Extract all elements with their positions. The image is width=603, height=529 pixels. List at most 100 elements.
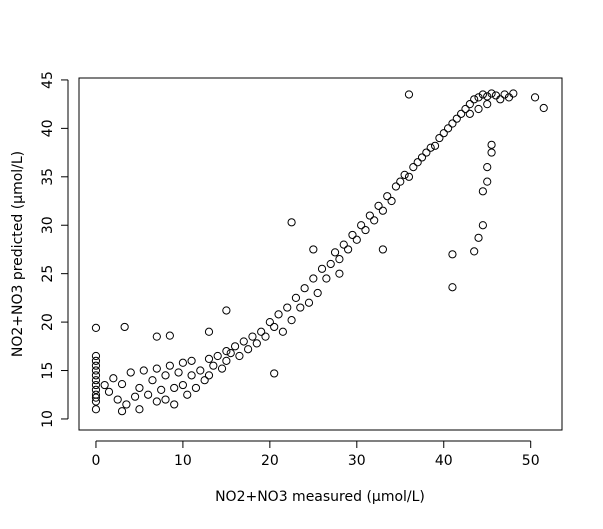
point	[222, 347, 231, 356]
point	[178, 380, 188, 390]
point	[439, 129, 448, 138]
point	[500, 90, 509, 99]
point	[365, 211, 374, 220]
point	[91, 405, 101, 414]
point	[361, 225, 370, 235]
point	[252, 339, 261, 348]
point	[91, 376, 101, 385]
point	[135, 405, 144, 414]
point	[204, 354, 214, 364]
point	[178, 358, 188, 367]
point	[378, 206, 387, 215]
point	[487, 89, 496, 98]
point	[539, 103, 548, 113]
point	[435, 133, 444, 143]
y-tick-label: 30	[40, 216, 56, 234]
point	[470, 95, 479, 104]
point	[283, 303, 292, 312]
point	[152, 397, 161, 406]
point	[304, 298, 314, 307]
point	[174, 368, 183, 377]
point	[244, 345, 253, 354]
point	[300, 284, 309, 293]
point	[170, 383, 179, 393]
point	[152, 364, 161, 373]
point	[417, 153, 427, 162]
point	[109, 374, 118, 383]
y-tick-label: 40	[40, 119, 56, 137]
point	[391, 182, 401, 191]
point	[357, 221, 366, 230]
y-tick-label: 35	[40, 168, 56, 186]
point	[217, 364, 227, 373]
point	[483, 177, 492, 186]
point	[496, 95, 505, 104]
point	[209, 361, 218, 370]
point	[91, 380, 101, 390]
point	[474, 233, 483, 242]
point	[404, 172, 414, 181]
point	[91, 390, 101, 399]
point	[248, 332, 257, 341]
point	[474, 104, 483, 114]
point	[409, 163, 418, 172]
point	[235, 351, 244, 361]
point	[165, 361, 174, 370]
point	[191, 383, 201, 393]
point	[330, 248, 340, 257]
point	[396, 177, 405, 186]
point	[91, 356, 101, 365]
point	[91, 323, 101, 333]
point	[104, 387, 114, 396]
point	[457, 109, 466, 118]
point	[257, 327, 266, 336]
point	[348, 230, 357, 240]
point	[239, 337, 248, 346]
point	[448, 283, 457, 292]
point	[230, 342, 240, 351]
point	[339, 240, 348, 249]
point	[461, 104, 470, 114]
point	[344, 245, 353, 254]
x-axis-label: NO2+NO3 measured (µmol/L)	[215, 489, 425, 505]
point	[135, 383, 144, 393]
point	[91, 366, 101, 375]
y-tick-label: 45	[40, 71, 56, 89]
y-tick-label: 10	[40, 410, 56, 428]
point	[313, 288, 322, 298]
point	[287, 316, 296, 325]
point	[222, 306, 231, 315]
point	[509, 89, 518, 98]
plot-box	[78, 77, 563, 431]
point	[126, 368, 135, 377]
point	[117, 379, 127, 389]
point	[291, 293, 301, 302]
point	[317, 264, 327, 273]
point	[161, 371, 170, 380]
y-tick-label: 15	[40, 362, 56, 380]
point	[335, 255, 344, 264]
point	[448, 119, 457, 128]
point	[413, 158, 422, 167]
point	[465, 109, 474, 118]
x-tick-label: 50	[522, 453, 540, 469]
point	[113, 395, 122, 404]
point	[170, 400, 179, 409]
point	[204, 371, 214, 380]
point	[448, 250, 457, 259]
point	[287, 218, 296, 227]
point	[130, 392, 140, 401]
point	[91, 351, 101, 361]
point	[326, 259, 335, 269]
point	[265, 317, 274, 327]
point	[478, 90, 487, 99]
y-tick-label: 25	[40, 265, 56, 283]
point	[91, 385, 101, 394]
point	[404, 90, 414, 99]
point	[261, 332, 270, 341]
point	[335, 269, 344, 278]
y-axis-label: NO2+NO3 predicted (µmol/L)	[10, 151, 26, 357]
x-tick-label: 10	[174, 453, 192, 469]
point	[161, 395, 170, 404]
